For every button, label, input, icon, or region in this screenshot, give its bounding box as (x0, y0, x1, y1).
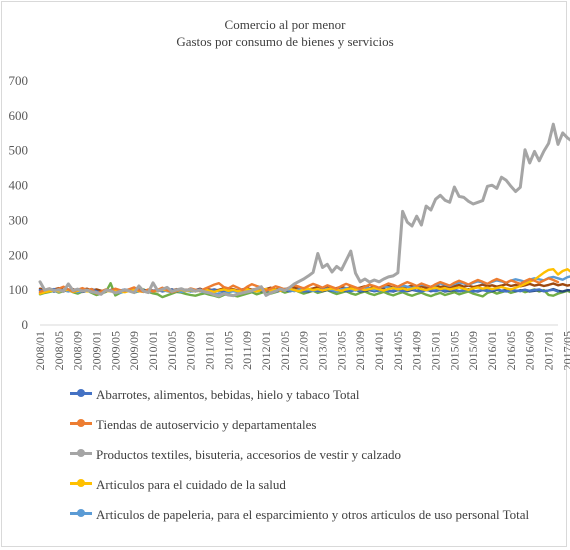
legend-item-papeleria: Articulos de papeleria, para el esparcim… (70, 506, 540, 523)
legend-swatch-tiendas (70, 419, 92, 427)
legend-label-textiles: Productos textiles, bisuteria, accesorio… (96, 447, 402, 462)
x-tick-label: 2015/09 (466, 331, 480, 370)
legend-swatch-textiles (70, 449, 92, 457)
x-tick-label: 2010/01 (146, 331, 160, 370)
y-tick-label: 600 (9, 108, 29, 123)
y-tick-label: 500 (9, 143, 29, 158)
legend-item-abarrotes: Abarrotes, alimentos, bebidas, hielo y t… (70, 386, 540, 403)
x-tick-label: 2014/09 (410, 331, 424, 370)
x-tick-label: 2008/09 (71, 331, 85, 370)
chart-title-block: Comercio al por menor Gastos por consumo… (0, 16, 570, 50)
series-line-2 (38, 122, 570, 298)
x-tick-label: 2010/09 (184, 331, 198, 370)
x-tick-label: 2014/05 (391, 331, 405, 370)
x-tick-label: 2015/01 (429, 331, 443, 370)
x-tick-label: 2013/09 (353, 331, 367, 370)
x-tick-label: 2008/05 (52, 331, 66, 370)
x-tick-label: 2014/01 (372, 331, 386, 370)
x-tick-label: 2017/01 (542, 331, 556, 370)
line-chart: 0 100 200 300 400 500 600 700 2008/01 2008/05 2008… (9, 73, 570, 370)
x-tick-label: 2013/05 (334, 331, 348, 370)
legend-swatch-salud (70, 479, 92, 487)
legend-label-papeleria: Articulos de papeleria, para el esparcim… (96, 507, 530, 522)
legend-swatch-abarrotes (70, 389, 92, 397)
x-tick-label: 2011/09 (240, 331, 254, 370)
x-tick-label: 2016/05 (504, 331, 518, 370)
y-tick-label: 300 (9, 212, 29, 227)
chart-title: Comercio al por menor (224, 17, 346, 32)
x-tick-label: 2015/05 (447, 331, 461, 370)
y-tick-label: 100 (9, 282, 29, 297)
x-tick-label: 2013/01 (316, 331, 330, 370)
y-tick-label: 400 (9, 178, 29, 193)
x-tick-label: 2009/01 (90, 331, 104, 370)
legend-item-tiendas: Tiendas de autoservicio y departamentale… (70, 416, 540, 433)
x-tick-label: 2011/01 (203, 331, 217, 370)
legend-swatch-papeleria (70, 509, 92, 517)
legend-item-salud: Articulos para el cuidado de la salud (70, 476, 540, 493)
legend-item-textiles: Productos textiles, bisuteria, accesorio… (70, 446, 540, 463)
x-tick-label: 2016/01 (485, 331, 499, 370)
y-tick-label: 200 (9, 247, 29, 262)
x-tick-label: 2008/01 (33, 331, 47, 370)
chart-subtitle: Gastos por consumo de bienes y servicios (176, 34, 394, 49)
y-tick-label: 700 (9, 73, 29, 88)
x-tick-label: 2012/01 (259, 331, 273, 370)
x-tick-label: 2009/09 (127, 331, 141, 370)
x-tick-label: 2017/05 (560, 331, 570, 370)
x-tick-label: 2012/09 (297, 331, 311, 370)
legend-label-salud: Articulos para el cuidado de la salud (96, 477, 286, 492)
x-tick-label: 2010/05 (165, 331, 179, 370)
y-tick-label: 0 (22, 317, 29, 332)
legend: Abarrotes, alimentos, bebidas, hielo y t… (70, 386, 540, 536)
x-tick-label: 2009/05 (108, 331, 122, 370)
legend-label-tiendas: Tiendas de autoservicio y departamentale… (96, 417, 317, 432)
x-tick-label: 2016/09 (523, 331, 537, 370)
legend-label-abarrotes: Abarrotes, alimentos, bebidas, hielo y t… (96, 387, 360, 402)
x-tick-label: 2012/05 (278, 331, 292, 370)
x-tick-label: 2011/05 (221, 331, 235, 370)
